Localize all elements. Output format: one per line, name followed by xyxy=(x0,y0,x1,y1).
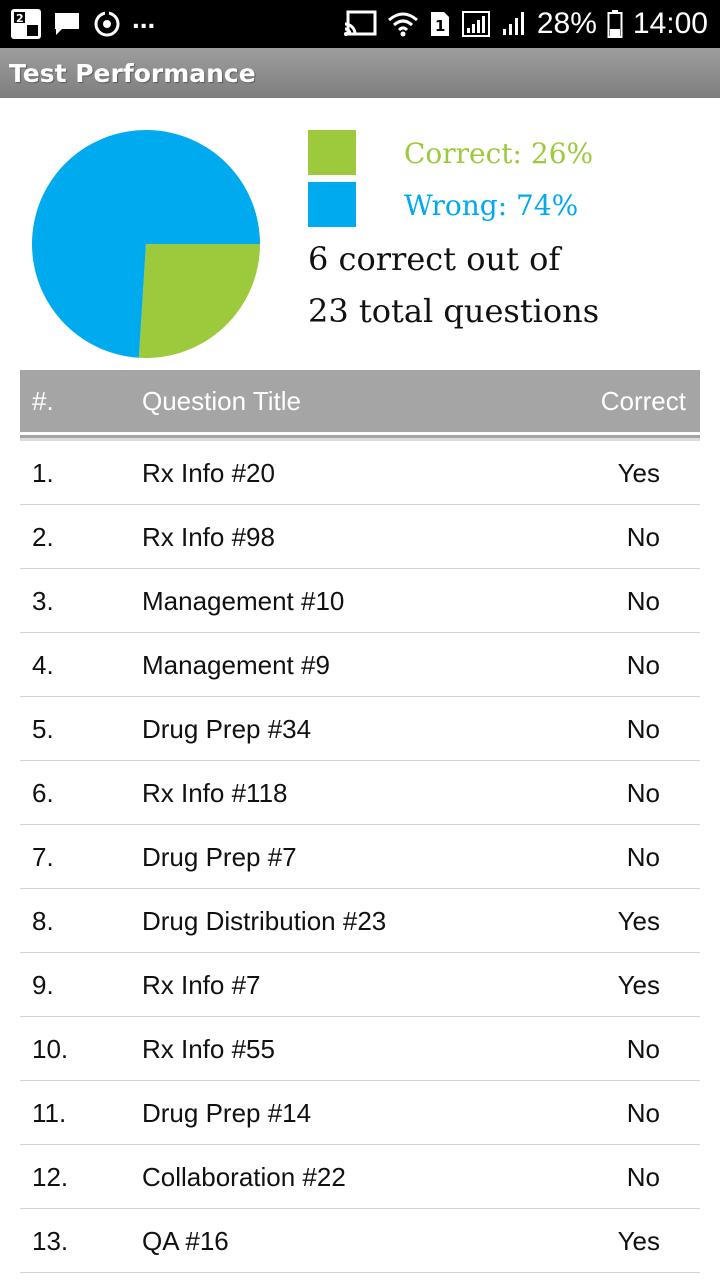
table-row[interactable]: 2. Rx Info #98 No xyxy=(20,505,700,569)
row-correct: No xyxy=(626,650,660,680)
row-number: 3. xyxy=(32,586,54,616)
performance-pie-chart xyxy=(30,128,262,360)
table-row[interactable]: 10. Rx Info #55 No xyxy=(20,1017,700,1081)
pie-slice-correct xyxy=(138,244,260,358)
svg-text:1: 1 xyxy=(435,17,445,35)
table-row[interactable]: 7. Drug Prep #7 No xyxy=(20,825,700,889)
score-summary-line-1: 6 correct out of xyxy=(308,240,561,278)
row-number: 2. xyxy=(32,522,54,552)
status-bar-right: 1 28% xyxy=(343,7,708,41)
table-row[interactable]: 11. Drug Prep #14 No xyxy=(20,1081,700,1145)
row-correct: No xyxy=(626,1098,660,1128)
row-number: 4. xyxy=(32,650,54,680)
row-question-title: Rx Info #118 xyxy=(142,778,288,808)
pie-slice-wrong xyxy=(31,130,260,358)
wrong-legend-swatch xyxy=(308,182,356,227)
row-number: 6. xyxy=(32,778,54,808)
status-bar-left: 2 ... xyxy=(10,3,155,40)
table-row[interactable]: 4. Management #9 No xyxy=(20,633,700,697)
status-bar: 2 ... xyxy=(0,0,720,48)
row-number: 10. xyxy=(32,1034,69,1064)
header-number: #. xyxy=(32,386,54,416)
header-question-title: Question Title xyxy=(142,386,301,416)
table-row[interactable]: 5. Drug Prep #34 No xyxy=(20,697,700,761)
score-summary-line-2: 23 total questions xyxy=(308,292,600,330)
row-number: 8. xyxy=(32,906,54,936)
clock: 14:00 xyxy=(632,7,708,40)
cast-icon xyxy=(343,10,377,38)
row-correct: No xyxy=(626,778,660,808)
row-correct: No xyxy=(626,714,660,744)
row-number: 9. xyxy=(32,970,54,1000)
row-correct: No xyxy=(626,586,660,616)
row-correct: Yes xyxy=(617,458,660,488)
header-correct: Correct xyxy=(600,386,686,416)
table-row[interactable]: 12. Collaboration #22 No xyxy=(20,1145,700,1209)
table-row[interactable]: 6. Rx Info #118 No xyxy=(20,761,700,825)
signal-strength-icon xyxy=(461,10,491,38)
header-divider-shadow xyxy=(20,438,700,441)
wifi-icon xyxy=(387,11,419,37)
correct-legend-label: Correct: 26% xyxy=(404,137,594,170)
row-question-title: Management #10 xyxy=(142,586,345,616)
row-question-title: Rx Info #55 xyxy=(142,1034,275,1064)
table-row[interactable]: 13. QA #16 Yes xyxy=(20,1209,700,1273)
svg-text:2: 2 xyxy=(16,12,24,25)
battery-percent: 28% xyxy=(536,7,597,40)
table-row[interactable]: 3. Management #10 No xyxy=(20,569,700,633)
row-question-title: Rx Info #20 xyxy=(142,458,275,488)
row-correct: No xyxy=(626,522,660,552)
row-question-title: QA #16 xyxy=(142,1226,229,1256)
correct-legend-swatch xyxy=(308,130,356,175)
row-correct: Yes xyxy=(617,970,660,1000)
row-correct: Yes xyxy=(617,906,660,936)
results-table: #. Question Title Correct 1. Rx Info #20 Y… xyxy=(20,370,700,1273)
sync-icon xyxy=(92,9,122,39)
row-question-title: Rx Info #98 xyxy=(142,522,275,552)
row-question-title: Collaboration #22 xyxy=(142,1162,346,1192)
row-question-title: Drug Prep #14 xyxy=(142,1098,312,1128)
row-question-title: Drug Prep #34 xyxy=(142,714,312,744)
wrong-legend-label: Wrong: 74% xyxy=(404,189,579,222)
signal-strength-icon-2 xyxy=(501,10,527,38)
row-correct: Yes xyxy=(617,1226,660,1256)
header-divider xyxy=(20,435,700,438)
row-correct: No xyxy=(626,1162,660,1192)
message-icon xyxy=(52,9,82,39)
row-number: 13. xyxy=(32,1226,69,1256)
row-number: 11. xyxy=(32,1098,67,1128)
row-correct: No xyxy=(626,842,660,872)
row-question-title: Drug Prep #7 xyxy=(142,842,297,872)
row-correct: No xyxy=(626,1034,660,1064)
page-title: Test Performance xyxy=(9,58,256,88)
row-question-title: Management #9 xyxy=(142,650,330,680)
title-bar: Test Performance xyxy=(0,48,720,98)
table-header: #. Question Title Correct xyxy=(20,370,700,432)
row-question-title: Drug Distribution #23 xyxy=(142,906,387,936)
row-number: 7. xyxy=(32,842,54,872)
row-number: 1. xyxy=(32,458,54,488)
row-number: 12. xyxy=(32,1162,69,1192)
row-number: 5. xyxy=(32,714,54,744)
more-notifications: ... xyxy=(132,3,156,34)
table-row[interactable]: 8. Drug Distribution #23 Yes xyxy=(20,889,700,953)
table-body: 1. Rx Info #20 Yes 2. Rx Info #98 No 3. Managem… xyxy=(20,441,700,1273)
battery-icon xyxy=(607,9,623,39)
table-row[interactable]: 1. Rx Info #20 Yes xyxy=(20,441,700,505)
sim-card-icon: 1 xyxy=(429,10,451,38)
table-row[interactable]: 9. Rx Info #7 Yes xyxy=(20,953,700,1017)
row-question-title: Rx Info #7 xyxy=(142,970,261,1000)
multi-window-icon: 2 xyxy=(10,8,42,40)
